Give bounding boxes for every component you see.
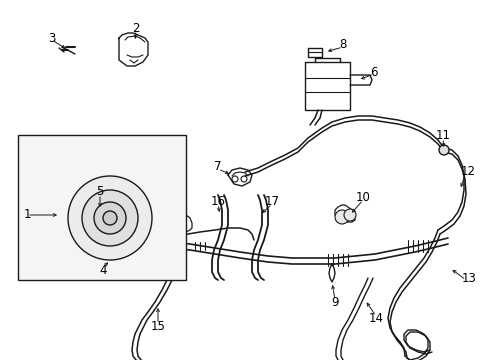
Circle shape	[68, 176, 152, 260]
Circle shape	[438, 145, 448, 155]
Text: 3: 3	[48, 31, 56, 45]
Text: 15: 15	[150, 320, 165, 333]
Circle shape	[334, 210, 348, 224]
Circle shape	[343, 209, 355, 221]
Text: 4: 4	[99, 264, 106, 276]
Circle shape	[103, 211, 117, 225]
Text: 1: 1	[23, 208, 31, 221]
Text: 12: 12	[460, 166, 474, 179]
Circle shape	[94, 202, 126, 234]
Text: 2: 2	[132, 22, 140, 35]
Text: 11: 11	[435, 130, 449, 143]
Text: 5: 5	[96, 185, 103, 198]
Text: 9: 9	[330, 296, 338, 309]
Text: 13: 13	[461, 271, 475, 284]
Bar	[18, 135, 185, 280]
Text: 14: 14	[368, 311, 383, 324]
Text: 7: 7	[214, 161, 221, 174]
Text: 10: 10	[355, 192, 370, 204]
Text: 8: 8	[339, 39, 346, 51]
Text: 16: 16	[210, 195, 225, 208]
Text: 6: 6	[369, 66, 377, 78]
Circle shape	[82, 190, 138, 246]
Text: 17: 17	[264, 195, 279, 208]
